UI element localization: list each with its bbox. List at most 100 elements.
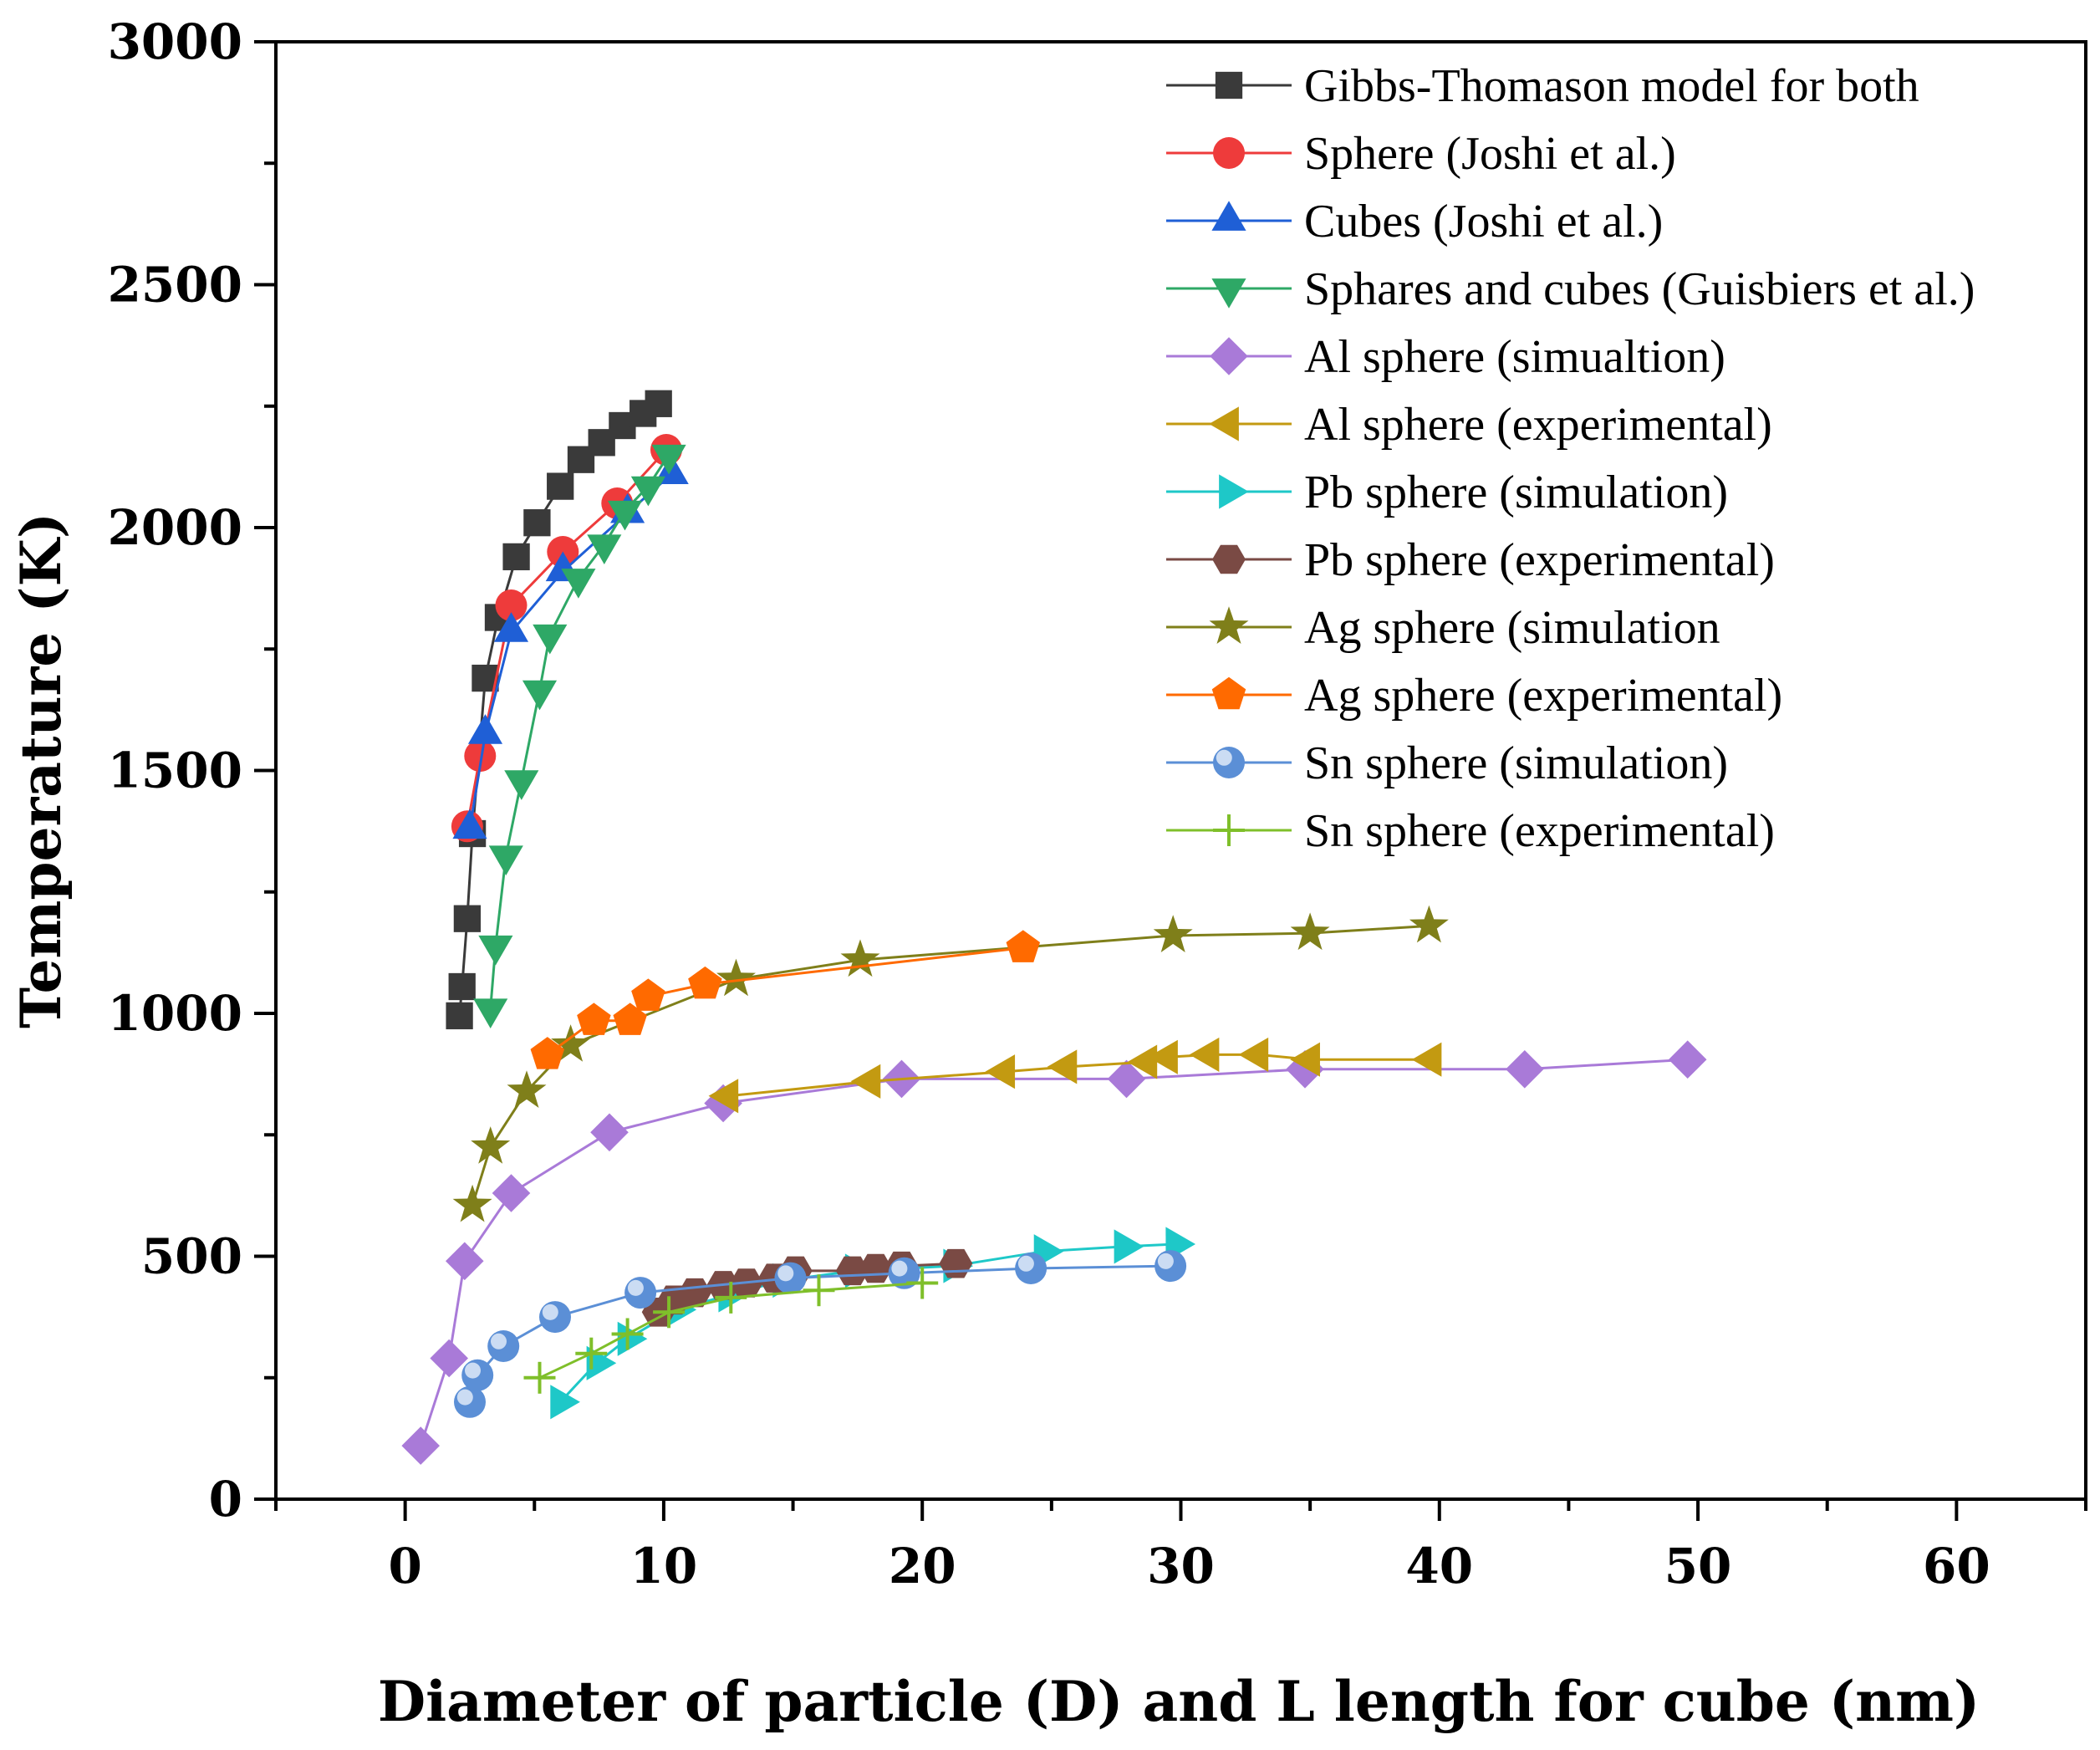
legend-marker xyxy=(1213,137,1245,169)
legend-label: Al sphere (simualtion) xyxy=(1304,331,1725,383)
legend-item: Pb sphere (experimental) xyxy=(1166,534,1775,586)
axes: 0 10 20 30 40 50 60 0 500 1000 1500 2000 2500 3000 xyxy=(108,13,2087,1594)
x-tick-label: 60 xyxy=(1923,1538,1990,1594)
data-point xyxy=(613,1003,647,1035)
x-tick-label: 30 xyxy=(1147,1538,1215,1594)
data-point xyxy=(453,905,482,932)
y-tick-label: 2500 xyxy=(108,257,242,314)
series-line-ag-sphere-experimental xyxy=(546,946,1023,1056)
legend-item: Pb sphere (simulation) xyxy=(1166,467,1728,518)
legend-marker xyxy=(1213,747,1245,778)
legend-marker xyxy=(1215,71,1243,99)
legend-marker xyxy=(1213,814,1245,846)
data-point xyxy=(715,1281,747,1314)
data-point xyxy=(547,472,574,500)
data-point xyxy=(617,1321,648,1356)
data-point xyxy=(461,1359,494,1391)
data-point xyxy=(448,972,476,1001)
data-point xyxy=(1127,1044,1158,1079)
data-point xyxy=(401,1426,440,1465)
data-point xyxy=(530,1037,565,1069)
data-point xyxy=(611,1318,644,1350)
data-point xyxy=(452,1184,492,1222)
data-point xyxy=(651,444,686,475)
legend-marker xyxy=(1211,676,1246,710)
data-point xyxy=(473,998,508,1028)
data-point xyxy=(774,1262,807,1294)
series-sn-sphere-experimental xyxy=(523,1267,939,1394)
data-point xyxy=(495,589,528,621)
data-point xyxy=(607,500,643,531)
data-point xyxy=(1411,1042,1442,1077)
data-point xyxy=(653,1296,686,1329)
series-sn-sphere-simulation xyxy=(454,1250,1187,1418)
legend-label: Sn sphere (experimental) xyxy=(1304,805,1775,857)
data-point xyxy=(716,958,756,997)
legend-marker xyxy=(1219,474,1249,509)
legend-label: Al sphere (experimental) xyxy=(1304,399,1772,451)
data-point xyxy=(840,939,880,977)
legend-label: Sn sphere (simulation) xyxy=(1304,737,1728,789)
data-point xyxy=(471,1126,511,1164)
data-point xyxy=(1238,1037,1269,1072)
legend-item: Ag sphere (experimental) xyxy=(1166,670,1782,722)
legend-item: Sphere (Joshi et al.) xyxy=(1166,128,1676,180)
y-tick-label: 0 xyxy=(209,1471,242,1528)
data-point xyxy=(492,1174,531,1212)
legend-label: Pb sphere (experimental) xyxy=(1304,534,1775,586)
data-point xyxy=(1290,1042,1320,1077)
legend-label: Gibbs-Thomason model for both xyxy=(1304,60,1919,112)
data-point xyxy=(906,1267,939,1299)
y-tick-label: 3000 xyxy=(108,13,242,70)
x-tick-label: 0 xyxy=(388,1538,421,1594)
x-tick-label: 20 xyxy=(889,1538,956,1594)
data-point xyxy=(493,612,529,642)
plot-area xyxy=(401,390,1707,1465)
data-point xyxy=(487,1330,520,1362)
legend-marker xyxy=(1211,278,1246,309)
data-point xyxy=(1506,1050,1544,1089)
data-point xyxy=(1148,1039,1178,1074)
legend-marker xyxy=(1212,544,1246,574)
legend-marker xyxy=(1210,337,1248,375)
y-tick-label: 2000 xyxy=(108,499,242,556)
data-point xyxy=(985,1054,1016,1089)
data-point xyxy=(1047,1049,1078,1084)
data-point xyxy=(533,624,568,655)
legend-item: Sphares and cubes (Guisbiers et al.) xyxy=(1166,263,1975,315)
data-point xyxy=(1409,905,1449,943)
plot-frame xyxy=(274,40,2087,1501)
x-tick-label: 40 xyxy=(1405,1538,1473,1594)
legend-item: Al sphere (experimental) xyxy=(1166,399,1772,451)
data-point xyxy=(488,845,523,875)
data-point xyxy=(590,1113,629,1152)
data-point xyxy=(575,1337,608,1370)
legend-label: Sphere (Joshi et al.) xyxy=(1304,128,1676,180)
legend-label: Cubes (Joshi et al.) xyxy=(1304,196,1663,247)
x-tick-label: 50 xyxy=(1664,1538,1732,1594)
data-point xyxy=(577,1003,611,1035)
series-line-ag-sphere-simulation xyxy=(471,924,1430,1206)
data-point xyxy=(630,476,665,507)
legend-marker xyxy=(1209,606,1249,644)
data-point xyxy=(561,569,596,599)
legend-item: Ag sphere (simulation xyxy=(1166,602,1720,654)
data-point xyxy=(454,1385,486,1418)
data-point xyxy=(1015,1253,1047,1284)
series-sphares-and-cubes-guisbiers-et-al xyxy=(473,444,686,1028)
legend-marker xyxy=(1209,406,1239,441)
legend-item: Al sphere (simualtion) xyxy=(1166,331,1725,383)
legend-item: Cubes (Joshi et al.) xyxy=(1166,196,1663,247)
y-tick-label: 500 xyxy=(141,1228,242,1285)
data-point xyxy=(464,740,497,773)
x-axis-title: Diameter of particle (D) and L length fo… xyxy=(378,1669,1980,1734)
data-point xyxy=(539,1301,571,1334)
legend: Gibbs-Thomason model for both Sphere (Jos… xyxy=(1166,60,1975,857)
y-axis-title: Temperature (K) xyxy=(8,513,74,1028)
data-point xyxy=(624,1277,657,1309)
legend-item: Sn sphere (experimental) xyxy=(1166,805,1775,857)
data-point xyxy=(850,1064,881,1099)
series-ag-sphere-simulation xyxy=(452,905,1449,1222)
